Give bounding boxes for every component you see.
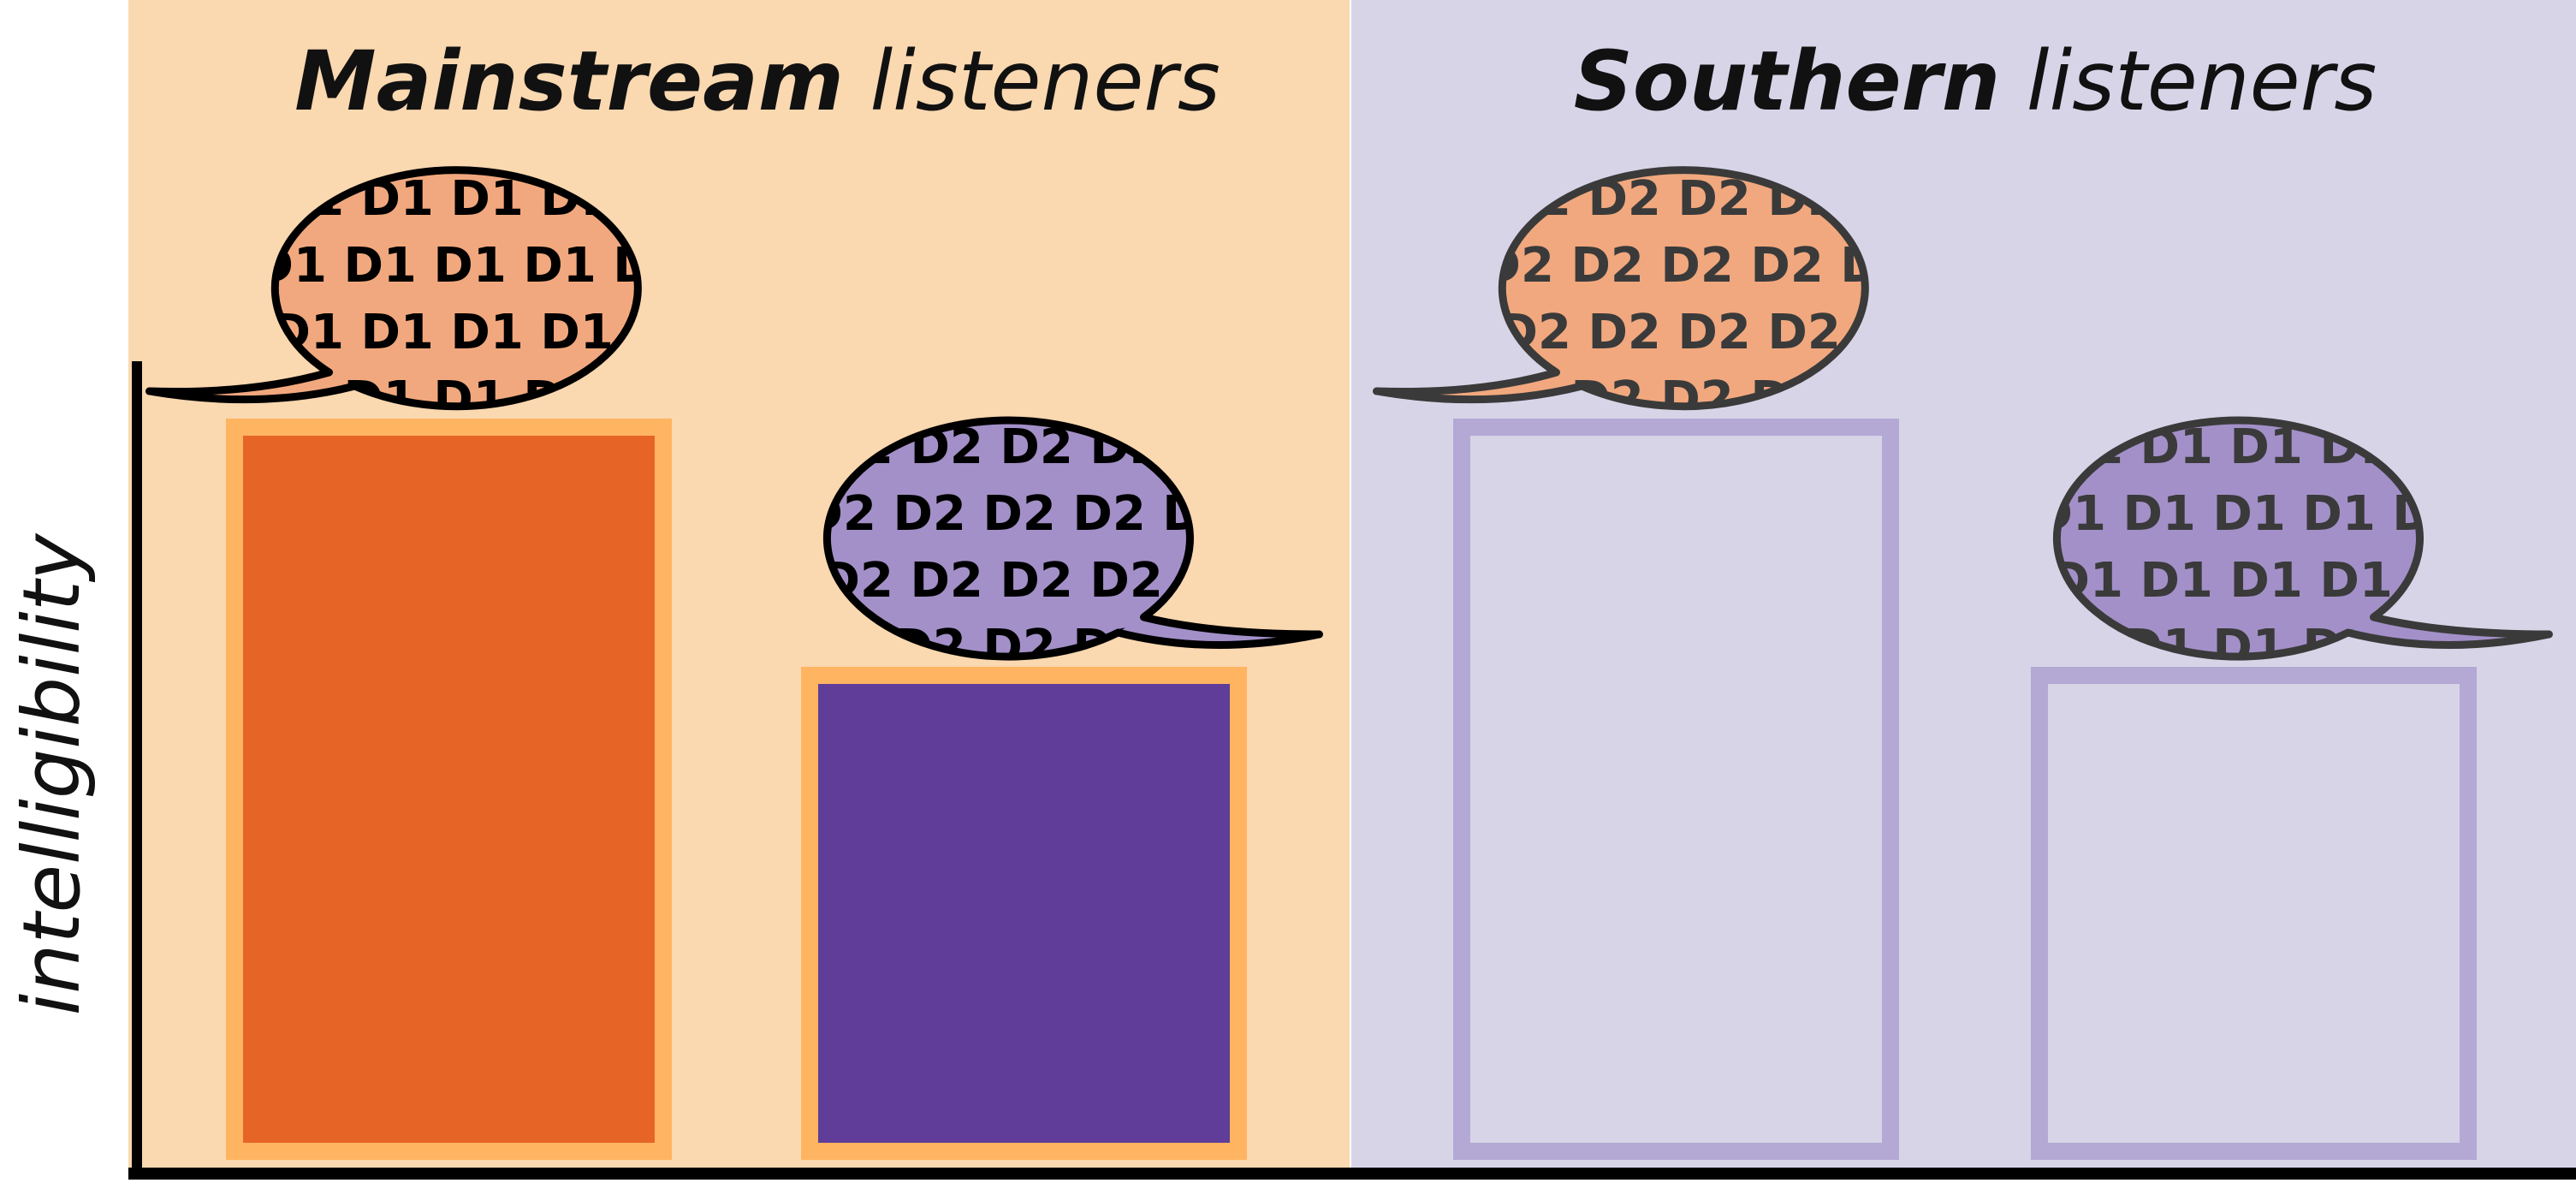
y-axis-label: intelligibility (6, 532, 98, 1015)
panel-title-southern-rest: listeners (2000, 33, 2377, 129)
panel-title-southern: Southern listeners (1574, 33, 2377, 129)
panel-title-mainstream-rest: listeners (844, 33, 1220, 129)
panel-title-mainstream-bold: Mainstream (294, 33, 844, 129)
panel-title-mainstream: Mainstream listeners (294, 33, 1220, 129)
bubble-text-row: D1 D1 D1 D1 D1 (2051, 553, 2483, 609)
bubble-text-row: D2 D2 D2 D2 D2 (1499, 305, 1931, 360)
bar-mainstream-1 (226, 419, 672, 1160)
bar-southern-2 (2031, 667, 2477, 1160)
bubble-text-row: D1 D1 D1 D1 D1 (254, 238, 686, 294)
bar-mainstream-2 (801, 667, 1247, 1160)
bubble-text-row: D1 D1 D1 D1 D1 (2033, 486, 2466, 542)
bubble-text-row: D2 D2 D2 D2 D2 (1481, 238, 1914, 294)
panel-title-southern-bold: Southern (1574, 33, 2000, 129)
bubble-text-row: D1 D1 D1 D1 D1 (271, 305, 703, 360)
bubble-text-row: D2 D2 D2 D2 D2 (821, 553, 1253, 609)
bar-southern-1 (1453, 419, 1899, 1160)
bubble-text-row: D2 D2 D2 D2 D2 (804, 486, 1236, 542)
